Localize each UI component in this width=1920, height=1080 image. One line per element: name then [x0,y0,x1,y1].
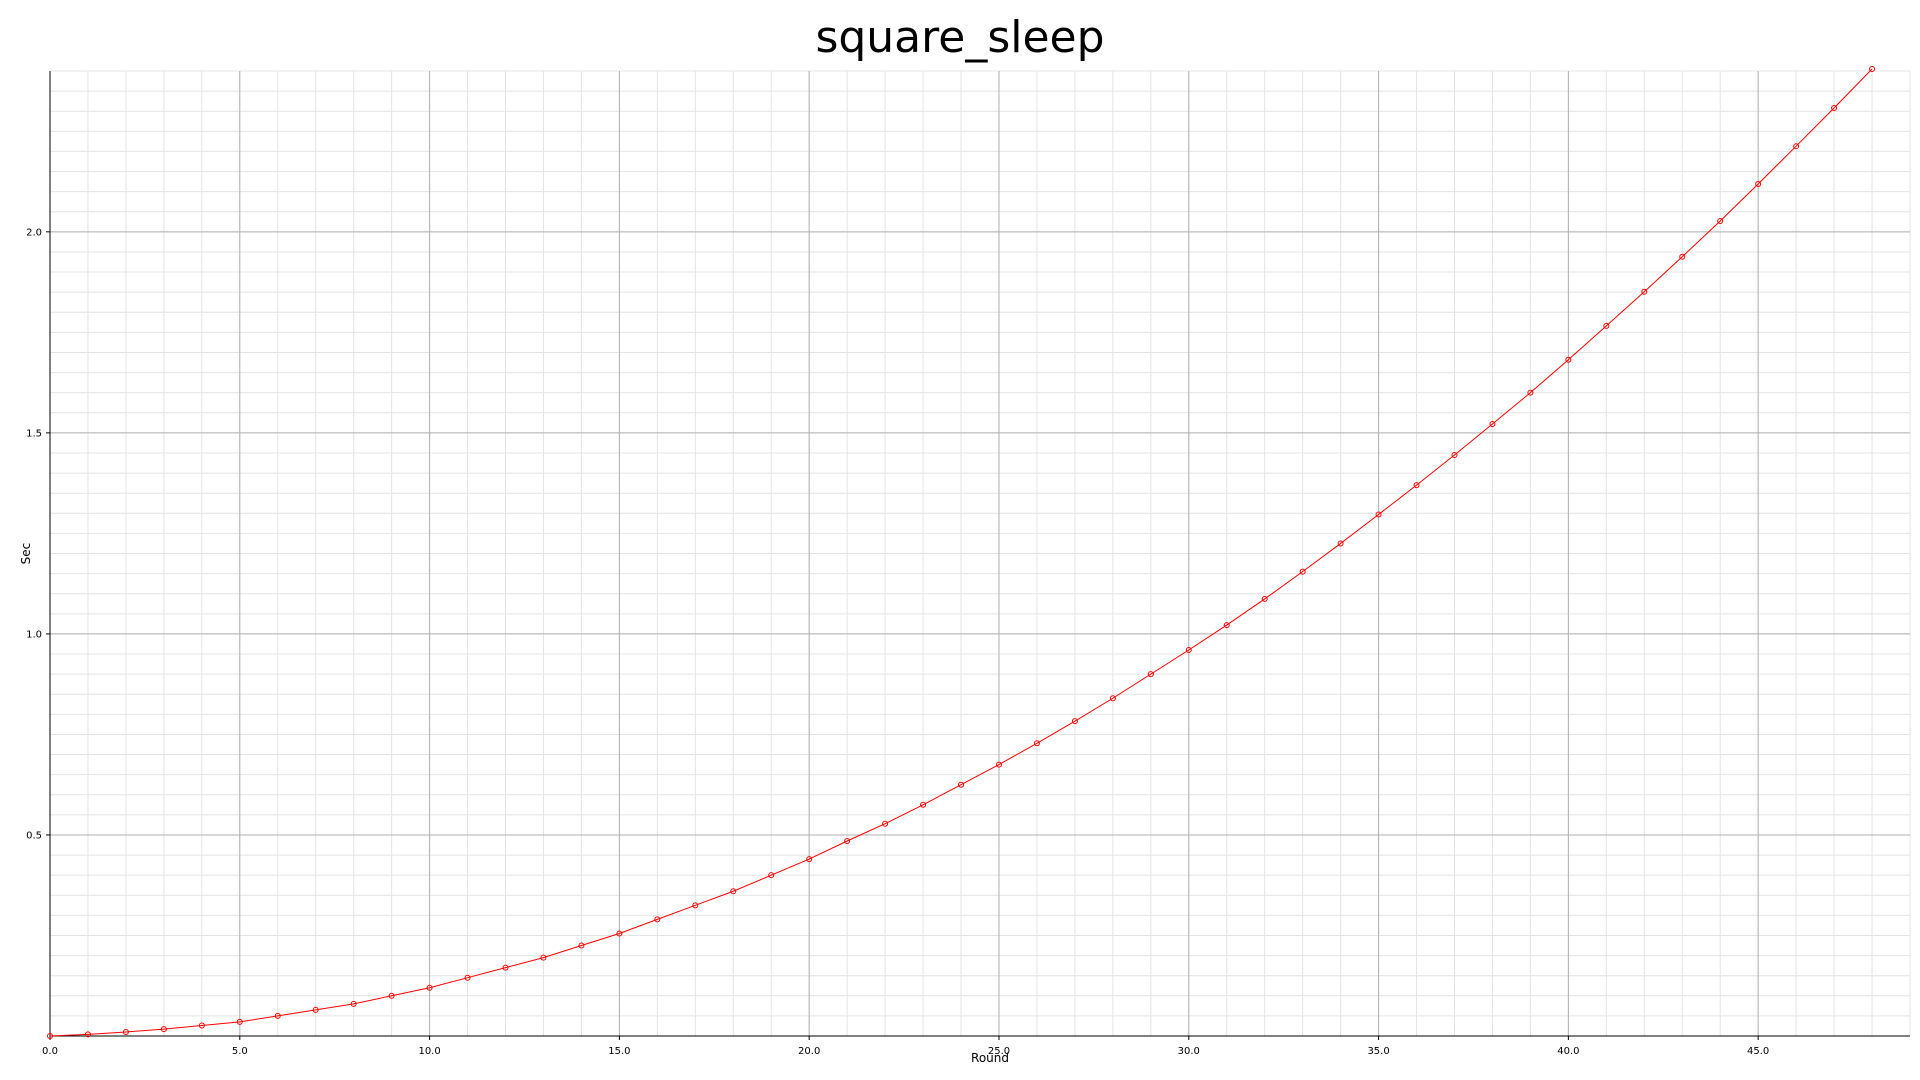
data-point [1033,740,1040,747]
series-line [49,68,1873,1037]
data-point [1831,104,1838,111]
data-point [616,930,623,937]
x-tick-label: 30.0 [1178,1046,1200,1057]
data-point [1755,180,1762,187]
data-point [654,916,661,923]
data-point [426,984,433,991]
data-point [502,964,509,971]
x-tick-label: 45.0 [1747,1046,1769,1057]
data-point [1413,482,1420,489]
data-point [1451,451,1458,458]
data-point [578,942,585,949]
data-point [47,1033,53,1039]
data-point [1527,389,1534,396]
data-point [1071,718,1078,725]
y-axis-label: Sec [19,543,33,565]
chart-title: square_sleep [815,12,1105,63]
x-tick-label: 20.0 [798,1046,820,1057]
data-point [1793,143,1800,150]
data-point [768,872,775,879]
data-point [1679,253,1686,260]
data-point [1489,421,1496,428]
x-tick-label: 25.0 [988,1046,1010,1057]
data-point [1603,322,1610,329]
x-tick-label: 5.0 [232,1046,248,1057]
y-tick-label: 1.0 [26,629,42,640]
data-point [312,1006,319,1013]
data-point [1261,595,1268,602]
data-point [540,954,547,961]
data-point [1299,568,1306,575]
data-point [920,801,927,808]
data-point [1185,647,1192,653]
data-point [692,902,699,909]
data-point [1869,65,1876,72]
x-tick-label: 35.0 [1367,1046,1389,1057]
x-tick-label: 40.0 [1557,1046,1579,1057]
data-point [1337,540,1344,547]
y-tick-label: 2.0 [26,227,42,238]
data-point [464,974,471,981]
data-point [844,837,851,844]
data-point [160,1026,167,1033]
data-point [388,992,395,999]
data-point [730,888,737,895]
y-tick-label: 0.5 [26,830,42,841]
x-axis-label: Round [971,1051,1009,1065]
data-point [1375,511,1382,518]
data-point [122,1028,129,1035]
x-tick-label: 10.0 [418,1046,440,1057]
data-point [882,820,889,827]
data-point [1109,695,1116,702]
data-point [274,1012,281,1019]
data-point [806,856,813,863]
data-point [958,781,965,788]
x-tick-label: 15.0 [608,1046,630,1057]
data-point [1147,671,1154,678]
data-point [236,1018,243,1025]
data-point [198,1022,205,1029]
data-point [1641,288,1648,295]
data-point [1565,356,1572,363]
data-point [1223,622,1230,629]
data-point [350,1000,357,1007]
data-point [84,1031,91,1038]
x-tick-label: 0.0 [42,1046,58,1057]
y-tick-label: 1.5 [26,428,42,439]
data-point [995,761,1002,768]
data-point [1717,217,1724,224]
